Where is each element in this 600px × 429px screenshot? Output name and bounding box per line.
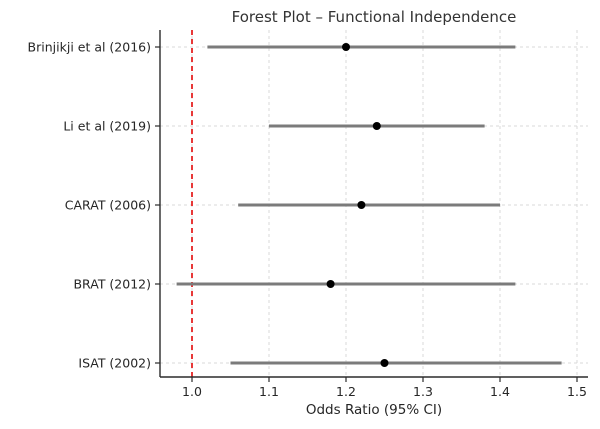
odds-ratio-marker	[342, 43, 350, 51]
x-tick-label: 1.4	[490, 384, 510, 399]
study-label: Li et al (2019)	[63, 119, 151, 134]
odds-ratio-marker	[326, 280, 335, 288]
odds-ratio-marker	[357, 201, 366, 209]
odds-ratio-marker	[380, 359, 389, 367]
chart-title: Forest Plot – Functional Independence	[232, 8, 517, 26]
axis-tick-layer: 1.0 1.1 1.2 1.3 1.4 1.5	[155, 46, 587, 399]
x-tick-label: 1.3	[413, 384, 433, 399]
x-tick-label: 1.0	[182, 384, 202, 399]
x-tick-label: 1.5	[567, 384, 587, 399]
x-tick-label: 1.1	[259, 384, 279, 399]
study-label: Brinjikji et al (2016)	[28, 40, 151, 55]
x-tick-label: 1.2	[336, 384, 356, 399]
study-label: ISAT (2002)	[78, 356, 151, 371]
study-label: CARAT (2006)	[65, 198, 151, 213]
odds-ratio-marker	[372, 122, 381, 130]
study-data-layer	[176, 43, 562, 367]
study-label: BRAT (2012)	[73, 277, 151, 292]
axis-spine-layer	[159, 30, 588, 378]
x-axis-label: Odds Ratio (95% CI)	[306, 402, 442, 418]
study-label-layer: Brinjikji et al (2016) Li et al (2019) CAR…	[28, 40, 151, 371]
